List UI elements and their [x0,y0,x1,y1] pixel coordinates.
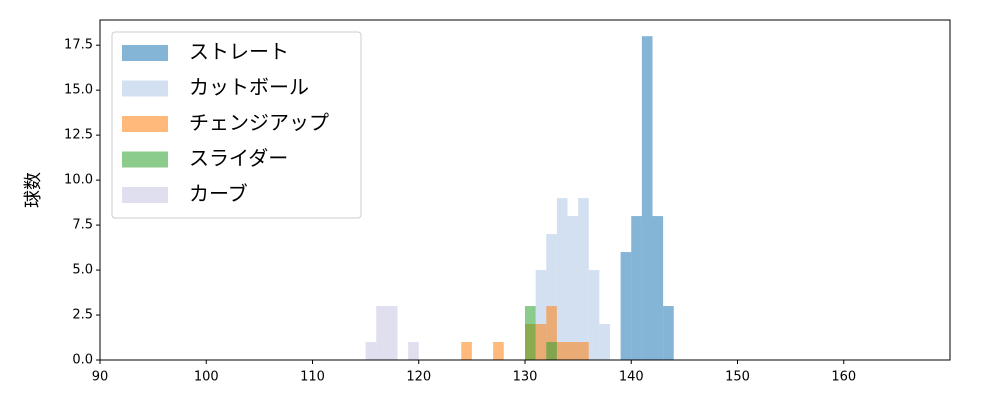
bar [525,306,536,360]
bar [620,252,632,360]
bar [386,306,398,360]
bar [546,342,557,360]
legend-swatch [122,80,168,97]
y-tick-label: 15.0 [64,83,93,98]
x-tick-label: 110 [300,370,325,385]
bar [631,216,642,360]
legend-label: カットボール [189,75,309,99]
bar [641,36,653,360]
y-tick-label: 7.5 [72,218,93,233]
y-tick-label: 12.5 [64,128,93,143]
legend-swatch [122,116,168,132]
legend-box [111,31,362,219]
bar [652,216,664,360]
bar [376,306,387,360]
bar [556,198,568,360]
legend-swatch [122,187,168,203]
x-tick-label: 130 [513,370,538,385]
y-tick-label: 10.0 [64,173,93,188]
bar [588,270,600,360]
bar [535,270,547,360]
y-tick-label: 2.5 [72,308,93,323]
x-tick-label: 100 [194,370,219,385]
bar [493,342,504,360]
bar [546,306,557,360]
bar [567,216,579,360]
bar [535,324,547,360]
bar [556,342,568,360]
legend-label: チェンジアップ [189,111,329,135]
bar [546,234,557,360]
x-tick-label: 160 [831,370,856,385]
legend-swatch [122,45,168,61]
bar [365,342,377,360]
x-tick-label: 140 [619,370,644,385]
y-tick-label: 5.0 [72,263,93,278]
x-tick-label: 120 [406,370,431,385]
x-tick-label: 90 [92,370,109,385]
bar [599,324,610,360]
bar [567,342,579,360]
legend-label: スライダー [189,146,288,170]
y-tick-label: 0.0 [72,353,93,368]
bar [578,198,589,360]
x-tick-label: 150 [725,370,750,385]
legend-swatch [122,151,168,168]
y-tick-label: 17.5 [64,38,93,53]
legend-label: カーブ [189,182,248,206]
y-axis-label: 球数 [23,172,44,208]
bar [578,342,589,360]
bar [408,342,419,360]
bar [461,342,472,360]
bar [663,306,674,360]
legend-label: ストレート [189,40,289,64]
